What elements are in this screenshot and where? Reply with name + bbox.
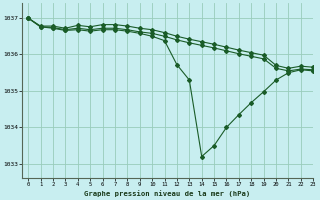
X-axis label: Graphe pression niveau de la mer (hPa): Graphe pression niveau de la mer (hPa) — [84, 190, 251, 197]
